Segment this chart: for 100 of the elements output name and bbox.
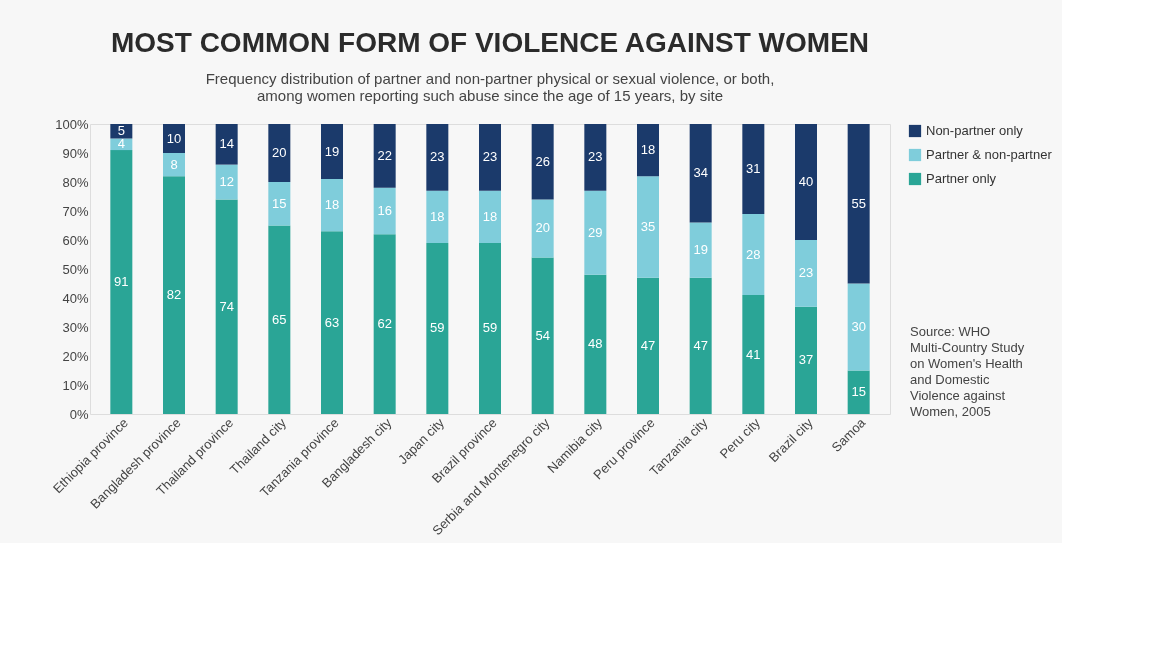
bar [689, 222, 712, 278]
bar [373, 124, 396, 188]
bar [584, 274, 607, 414]
data-label: 82 [166, 287, 182, 303]
bar [742, 124, 765, 214]
bar [637, 176, 659, 278]
bar [847, 283, 870, 371]
bar [479, 124, 501, 191]
y-tick-label: 20% [62, 348, 89, 364]
data-label: 18 [430, 208, 445, 224]
data-label: 65 [272, 311, 287, 327]
data-label: 47 [640, 337, 656, 353]
bar [268, 225, 291, 414]
chart-title: MOST COMMON FORM OF VIOLENCE AGAINST WOMEN [110, 27, 870, 58]
data-label: 18 [324, 197, 340, 213]
data-label: 63 [324, 314, 340, 330]
data-label: 37 [798, 352, 814, 368]
y-tick-label: 10% [62, 377, 89, 393]
legend-label: Non-partner only [926, 123, 1024, 138]
data-label: 40 [798, 174, 814, 189]
bar [110, 124, 133, 139]
data-label: 15 [272, 195, 287, 211]
bar [479, 242, 501, 414]
bar [795, 240, 817, 307]
data-label: 8 [170, 156, 178, 172]
bar [637, 124, 659, 177]
bar [215, 124, 238, 165]
data-label: 41 [746, 346, 761, 362]
y-tick-label: 80% [62, 174, 89, 190]
y-tick-label: 0% [69, 406, 89, 422]
bar [795, 306, 817, 414]
source-note: Source: WHO Multi-Country Study on Women's Health and Domestic Violence against Women, 2005 [910, 324, 1025, 419]
data-label: 19 [693, 242, 708, 258]
data-label: 23 [482, 149, 498, 165]
data-label: 18 [640, 142, 656, 158]
x-tick-label: Peru city [716, 414, 764, 462]
bar [321, 179, 343, 232]
data-label: 10 [166, 130, 182, 146]
bar [321, 124, 343, 180]
bar [531, 257, 554, 414]
data-label: 23 [430, 149, 445, 165]
data-label: 19 [324, 143, 340, 159]
data-label: 91 [114, 274, 129, 290]
bar [795, 124, 817, 240]
data-label: 59 [482, 320, 498, 336]
bar [847, 124, 870, 284]
data-label: 4 [117, 136, 125, 152]
bar [321, 231, 343, 414]
data-label: 12 [219, 174, 234, 189]
data-label: 35 [640, 218, 656, 234]
bar [268, 182, 291, 226]
legend-label: Partner only [926, 171, 997, 186]
data-label: 29 [588, 224, 603, 240]
bar [373, 234, 396, 414]
data-label: 48 [588, 336, 603, 352]
bar [215, 199, 238, 414]
legend-label: Partner & non-partner [926, 147, 1053, 162]
bar [584, 190, 607, 275]
data-label: 28 [746, 246, 761, 262]
data-label: 22 [377, 147, 392, 163]
y-tick-label: 90% [62, 145, 89, 161]
bar [373, 187, 396, 235]
bar [689, 124, 712, 223]
data-label: 30 [851, 319, 866, 334]
chart-subtitle: Frequency distribution of partner and non-partner physical or sexual violence, or both, among women reporting such abuse since the age of 15 years, by site [205, 70, 775, 104]
y-tick-label: 40% [62, 290, 89, 306]
data-label: 59 [430, 320, 445, 336]
data-label: 26 [535, 153, 550, 169]
y-tick-label: 30% [62, 319, 89, 335]
y-tick-label: 60% [62, 232, 89, 248]
bar [689, 277, 712, 414]
data-label: 5 [117, 123, 125, 139]
bar [847, 370, 870, 414]
data-label: 55 [851, 195, 866, 211]
bar [531, 124, 554, 200]
data-label: 54 [535, 327, 550, 343]
bar [637, 277, 659, 414]
y-tick-label: 70% [62, 203, 89, 219]
bar [426, 242, 449, 414]
bar [742, 213, 765, 296]
bar [426, 190, 449, 243]
data-label: 20 [535, 220, 550, 236]
bar [531, 199, 554, 258]
bar [110, 150, 133, 414]
data-label: 15 [851, 384, 866, 400]
bar [268, 124, 291, 182]
bar [742, 295, 765, 414]
bar [584, 124, 607, 191]
bar [163, 176, 185, 414]
y-tick-label: 100% [55, 116, 89, 132]
data-label: 47 [693, 337, 708, 353]
bar [426, 124, 449, 191]
data-label: 18 [482, 208, 498, 224]
data-label: 23 [798, 265, 814, 281]
bar [479, 190, 501, 243]
data-label: 23 [588, 149, 603, 165]
data-label: 31 [746, 160, 761, 176]
data-label: 20 [272, 145, 287, 160]
y-tick-label: 50% [62, 261, 89, 277]
data-label: 34 [693, 165, 708, 181]
